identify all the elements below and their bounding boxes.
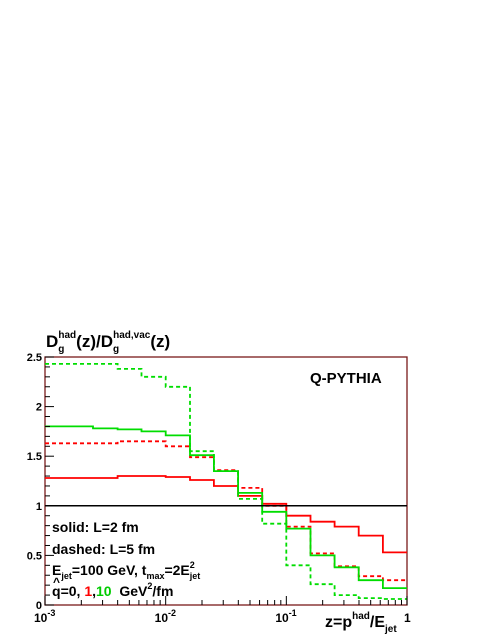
y-tick-label: 2 (36, 402, 42, 414)
generator-label: Q-PYTHIA (310, 370, 382, 387)
legend-dashed: dashed: L=5 fm (52, 541, 155, 557)
legend-energy: Ejet=100 GeV, tmax=2E2 jet (52, 560, 200, 581)
x-tick-label: 1 (404, 611, 411, 625)
x-tick-label: 10-2 (155, 608, 176, 625)
y-tick-label: 0.5 (27, 550, 42, 562)
legend-solid: solid: L=2 fm (52, 519, 139, 535)
ticks-layer: 10-3 10-2 10-1 1 0 0.5 1 1.5 2 2.5 (27, 352, 411, 625)
series-layer (45, 363, 407, 600)
x-axis-label: z=phad/Ejet (325, 611, 397, 635)
x-tick-label: 10-3 (34, 608, 55, 625)
series-line-2 (45, 440, 407, 582)
plot-frame (44, 356, 408, 606)
series-line-1 (45, 475, 407, 554)
x-tick-label: 10-1 (275, 608, 296, 625)
y-tick-label: 0 (36, 600, 42, 612)
legend-qhat: q=0, 1,10 GeV2/fm (52, 581, 173, 599)
y-tick-label: 2.5 (27, 352, 42, 364)
qhat-caret: ^ (53, 575, 60, 589)
y-axis-label: Dghad(z)/Dghad,vac(z) (46, 330, 170, 355)
y-tick-label: 1.5 (27, 451, 42, 463)
y-tick-label: 1 (36, 501, 42, 513)
